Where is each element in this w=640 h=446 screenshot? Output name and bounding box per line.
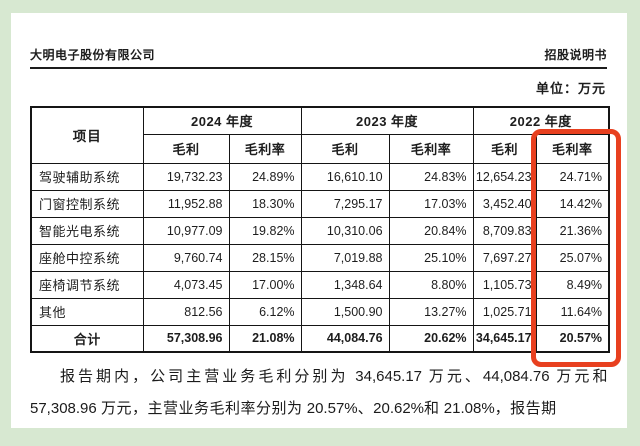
table-row-seat-adjustment: 座椅调节系统 4,073.45 17.00% 1,348.64 8.80% 1,… [30, 270, 610, 299]
cell-value: 57,308.96 [142, 324, 230, 353]
cell-value: 14.42% [535, 189, 610, 218]
cell-value: 24.83% [388, 162, 474, 191]
cell-value: 4,073.45 [142, 270, 230, 299]
column-header-2024: 2024 年度 [142, 106, 302, 135]
table-header-sub: 毛利 毛利率 毛利 毛利率 毛利 毛利率 [31, 133, 610, 164]
cell-value: 3,452.40 [472, 189, 537, 218]
table-row-driving-assist: 驾驶辅助系统 19,732.23 24.89% 16,610.10 24.83%… [30, 162, 610, 191]
cell-value: 1,500.90 [300, 297, 390, 326]
cell-value: 6.12% [228, 297, 302, 326]
paragraph-number: 44,084.76 [482, 368, 550, 385]
cell-value: 25.07% [535, 243, 610, 272]
cell-value: 12,654.23 [472, 162, 537, 191]
cell-value: 7,697.27 [472, 243, 537, 272]
paragraph-text: 万元、 [422, 369, 483, 385]
cell-value: 7,019.88 [300, 243, 390, 272]
cell-value: 11.64% [535, 297, 610, 326]
cell-value: 20.62% [388, 324, 474, 353]
cell-value: 20.84% [388, 216, 474, 245]
cell-value: 24.89% [228, 162, 302, 191]
subheader-2023-margin: 毛利率 [388, 133, 474, 164]
paragraph-text: 万元和 [549, 369, 608, 385]
row-label: 驾驶辅助系统 [30, 162, 144, 191]
cell-value: 17.00% [228, 270, 302, 299]
cell-value: 9,760.74 [142, 243, 230, 272]
paragraph-number: 20.62% [373, 400, 425, 417]
cell-value: 10,977.09 [142, 216, 230, 245]
cell-value: 7,295.17 [300, 189, 390, 218]
cell-value: 20.57% [535, 324, 610, 353]
column-header-2023: 2023 年度 [300, 106, 474, 135]
company-name: 大明电子股份有限公司 [30, 48, 156, 62]
paragraph-number: 34,645.17 [355, 368, 423, 385]
paragraph-text: 报告期内，公司主营业务毛利分别为 [60, 369, 356, 385]
cell-value: 13.27% [388, 297, 474, 326]
cell-value: 25.10% [388, 243, 474, 272]
column-header-item: 项目 [30, 106, 144, 164]
cell-value: 19,732.23 [142, 162, 230, 191]
cell-value: 21.08% [228, 324, 302, 353]
paragraph-text: 万元，主营业务毛利率分别为 [96, 401, 307, 417]
cell-value: 19.82% [228, 216, 302, 245]
paragraph-number: 21.08% [443, 400, 495, 417]
cell-value: 1,348.64 [300, 270, 390, 299]
cell-value: 1,105.73 [472, 270, 537, 299]
unit-label: 单位：万元 [535, 81, 606, 96]
doc-type-label: 招股说明书 [544, 48, 607, 62]
summary-paragraph: 报告期内，公司主营业务毛利分别为 34,645.17 万元、44,084.76 … [30, 361, 608, 425]
row-label: 座舱中控系统 [30, 243, 144, 272]
row-label: 智能光电系统 [30, 216, 144, 245]
cell-value: 24.71% [535, 162, 610, 191]
cell-value: 28.15% [228, 243, 302, 272]
cell-value: 10,310.06 [300, 216, 390, 245]
table-row-smart-optoelectronics: 智能光电系统 10,977.09 19.82% 10,310.06 20.84%… [30, 216, 610, 245]
cell-value: 16,610.10 [300, 162, 390, 191]
paragraph-number: 57,308.96 [30, 400, 97, 417]
row-label: 座椅调节系统 [30, 270, 144, 299]
row-label: 门窗控制系统 [30, 189, 144, 218]
table-row-other: 其他 812.56 6.12% 1,500.90 13.27% 1,025.71… [30, 297, 610, 326]
cell-value: 8.80% [388, 270, 474, 299]
cell-value: 11,952.88 [142, 189, 230, 218]
page-header: 大明电子股份有限公司 招股说明书 [30, 46, 607, 69]
subheader-2022-gross-profit: 毛利 [472, 133, 537, 164]
table-row-total: 合计 57,308.96 21.08% 44,084.76 20.62% 34,… [30, 324, 610, 353]
cell-value: 17.03% [388, 189, 474, 218]
table-header-years: 项目 2024 年度 2023 年度 2022 年度 [30, 106, 610, 164]
paragraph-text: ，报告期 [494, 401, 557, 417]
subheader-2022-margin: 毛利率 [535, 133, 610, 164]
table-row-cockpit-control: 座舱中控系统 9,760.74 28.15% 7,019.88 25.10% 7… [30, 243, 610, 272]
subheader-2023-gross-profit: 毛利 [300, 133, 390, 164]
row-label: 其他 [30, 297, 144, 326]
cell-value: 8,709.83 [472, 216, 537, 245]
cell-value: 1,025.71 [472, 297, 537, 326]
subheader-2024-gross-profit: 毛利 [142, 133, 230, 164]
cell-value: 8.49% [535, 270, 610, 299]
row-label-total: 合计 [30, 324, 144, 353]
paragraph-text: 、 [357, 401, 374, 417]
paragraph-text: 和 [424, 401, 444, 417]
document-page: 大明电子股份有限公司 招股说明书 单位：万元 项目 2024 年度 2023 年… [11, 13, 627, 428]
subheader-2024-margin: 毛利率 [228, 133, 302, 164]
cell-value: 18.30% [228, 189, 302, 218]
gross-profit-table: 项目 2024 年度 2023 年度 2022 年度 毛利 毛利率 毛利 毛利率… [30, 106, 611, 353]
cell-value: 34,645.17 [472, 324, 537, 353]
paragraph-number: 20.57% [306, 400, 358, 417]
column-header-2022: 2022 年度 [472, 106, 610, 135]
cell-value: 812.56 [142, 297, 230, 326]
table-row-window-control: 门窗控制系统 11,952.88 18.30% 7,295.17 17.03% … [30, 189, 610, 218]
cell-value: 21.36% [535, 216, 610, 245]
cell-value: 44,084.76 [300, 324, 390, 353]
